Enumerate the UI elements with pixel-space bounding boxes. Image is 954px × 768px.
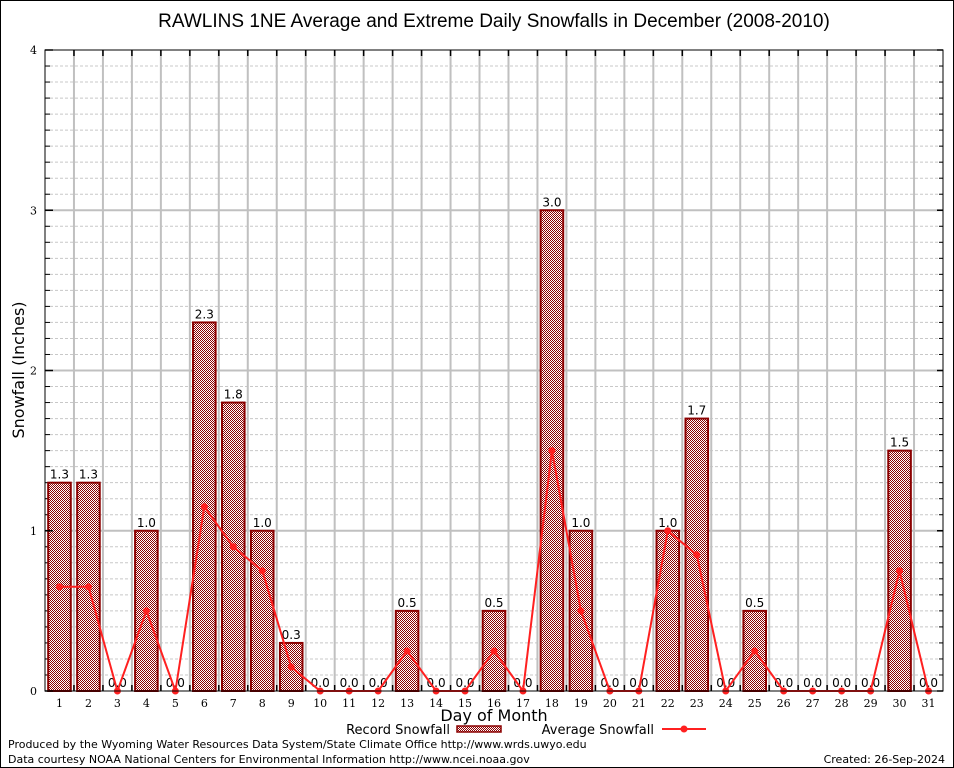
footer-created-date: Created: 26-Sep-2024 [824, 753, 945, 766]
bar-label-day-8: 1.0 [253, 516, 272, 530]
x-tick-label: 29 [864, 697, 878, 710]
x-tick-label: 25 [748, 697, 762, 710]
y-ticks: 0 1 2 3 4 [30, 44, 943, 698]
y-tick-label: 0 [30, 685, 37, 698]
x-axis-label: Day of Month [440, 706, 547, 725]
bar-record-day-8 [249, 529, 275, 692]
bar-label-day-18: 3.0 [542, 195, 561, 209]
x-tick-label: 18 [545, 697, 559, 710]
bar-label-day-30: 1.5 [890, 436, 909, 450]
x-tick-label: 19 [574, 697, 588, 710]
x-tick-label: 8 [259, 697, 266, 710]
average-point-day-30 [896, 567, 904, 575]
chart-title: RAWLINS 1NE Average and Extreme Daily Sn… [158, 11, 830, 32]
bar-label-day-19: 1.0 [571, 516, 590, 530]
average-point-day-23 [693, 551, 701, 559]
x-tick-label: 17 [516, 697, 530, 710]
bar-label-day-26: 0.0 [774, 676, 793, 690]
bar-label-day-28: 0.0 [832, 676, 851, 690]
x-tick-label: 30 [893, 697, 907, 710]
bar-label-day-4: 1.0 [137, 516, 156, 530]
bar-label-day-1: 1.3 [50, 468, 69, 482]
bar-label-day-2: 1.3 [79, 468, 98, 482]
bar-label-day-29: 0.0 [861, 676, 880, 690]
x-tick-label: 1 [56, 697, 63, 710]
y-axis-label: Snowfall (Inches) [9, 301, 28, 438]
legend-swatch-record [456, 725, 502, 733]
bar-label-day-21: 0.0 [629, 676, 648, 690]
average-point-day-4 [142, 607, 150, 615]
bar-labels-group: 1.3 1.3 0.0 1.0 0.0 2.3 1.8 1.0 0.3 0.0 0.0 0.0 0.5 0… [50, 195, 938, 690]
bar-label-day-9: 0.3 [282, 628, 301, 642]
y-tick-label: 2 [30, 365, 37, 378]
x-ticks: 1 2 3 4 5 6 7 8 9 10 11 12 13 14 15 16 17 18 19 20 21 22 23 24 2… [56, 697, 936, 710]
average-point-day-25 [751, 647, 759, 655]
x-tick-label: 27 [806, 697, 820, 710]
bar-label-day-6: 2.3 [195, 307, 214, 321]
average-point-day-2 [84, 583, 92, 591]
bar-label-day-13: 0.5 [398, 596, 417, 610]
average-point-day-22 [664, 527, 672, 535]
x-tick-label: 2 [85, 697, 92, 710]
bar-label-day-23: 1.7 [687, 404, 706, 418]
x-tick-label: 6 [201, 697, 208, 710]
average-point-day-6 [200, 503, 208, 511]
x-tick-label: 22 [661, 697, 675, 710]
footer-produced-by: Produced by the Wyoming Water Resources … [8, 738, 587, 751]
average-point-day-16 [490, 647, 498, 655]
bar-label-day-16: 0.5 [484, 596, 503, 610]
x-tick-label: 20 [603, 697, 617, 710]
average-point-day-19 [577, 607, 585, 615]
grid [45, 50, 943, 691]
bar-label-day-22: 1.0 [658, 516, 677, 530]
x-tick-label: 23 [690, 697, 704, 710]
bar-label-day-12: 0.0 [369, 676, 388, 690]
bar-label-day-7: 1.8 [224, 388, 243, 402]
x-tick-label: 26 [777, 697, 791, 710]
bar-label-day-11: 0.0 [340, 676, 359, 690]
x-tick-label: 11 [342, 697, 356, 710]
y-tick-label: 4 [30, 44, 37, 57]
legend-swatch-average-marker [680, 725, 688, 733]
bar-label-day-25: 0.5 [745, 596, 764, 610]
x-tick-label: 21 [632, 697, 646, 710]
x-tick-label: 14 [429, 697, 443, 710]
average-point-day-18 [548, 447, 556, 455]
x-tick-label: 15 [458, 697, 472, 710]
x-tick-label: 4 [143, 697, 150, 710]
x-tick-label: 28 [835, 697, 849, 710]
x-tick-label: 7 [230, 697, 237, 710]
x-tick-label: 3 [114, 697, 121, 710]
x-tick-label: 10 [313, 697, 327, 710]
average-point-day-13 [403, 647, 411, 655]
y-tick-label: 3 [30, 204, 37, 217]
average-point-day-7 [229, 543, 237, 551]
footer-data-courtesy: Data courtesy NOAA National Centers for … [8, 753, 530, 766]
bar-label-day-15: 0.0 [455, 676, 474, 690]
x-tick-label: 13 [400, 697, 414, 710]
x-tick-label: 12 [371, 697, 385, 710]
legend: Record Snowfall Average Snowfall [346, 723, 706, 738]
legend-label-average: Average Snowfall [542, 723, 654, 738]
y-tick-label: 1 [30, 525, 37, 538]
bar-label-day-31: 0.0 [919, 676, 938, 690]
average-point-day-8 [258, 567, 266, 575]
bar-label-day-14: 0.0 [427, 676, 446, 690]
bar-label-day-27: 0.0 [803, 676, 822, 690]
average-point-day-9 [287, 663, 295, 671]
x-tick-label: 5 [172, 697, 179, 710]
bar-record-day-22 [655, 529, 681, 692]
x-tick-label: 9 [288, 697, 295, 710]
average-point-day-1 [55, 583, 63, 591]
legend-label-record: Record Snowfall [346, 723, 450, 738]
x-tick-label: 31 [922, 697, 936, 710]
bar-label-day-24: 0.0 [716, 676, 735, 690]
x-tick-label: 16 [487, 697, 501, 710]
x-tick-label: 24 [719, 697, 733, 710]
